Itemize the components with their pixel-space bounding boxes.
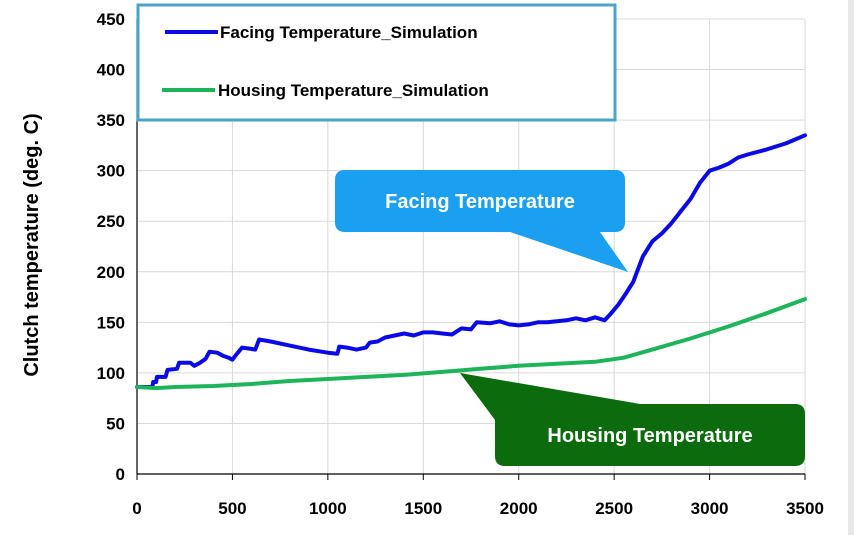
y-axis-title: Clutch temperature (deg. C) <box>21 113 43 376</box>
x-tick-label: 0 <box>132 499 141 518</box>
y-tick-label: 100 <box>97 364 125 383</box>
x-tick-label: 500 <box>218 499 246 518</box>
x-tick-label: 1000 <box>309 499 347 518</box>
y-tick-label: 400 <box>97 61 125 80</box>
facing-callout-label: Facing Temperature <box>385 191 575 213</box>
y-tick-label: 450 <box>97 10 125 29</box>
y-tick-label: 200 <box>97 263 125 282</box>
y-tick-label: 150 <box>97 313 125 332</box>
facing-callout: Facing Temperature <box>335 170 628 272</box>
y-tick-label: 250 <box>97 212 125 231</box>
housing-callout-shape <box>460 373 805 466</box>
legend: Facing Temperature_Simulation Housing Te… <box>136 3 617 122</box>
y-tick-labels: 0 50 100 150 200 250 300 350 400 450 <box>97 10 125 484</box>
series-line-0 <box>135 133 807 389</box>
x-tick-label: 2000 <box>500 499 538 518</box>
legend-label-facing: Facing Temperature_Simulation <box>220 23 478 42</box>
series-lines <box>135 133 807 391</box>
window-edge <box>848 0 854 535</box>
legend-label-housing: Housing Temperature_Simulation <box>218 81 489 100</box>
x-tick-labels: 0 500 1000 1500 2000 2500 3000 3500 <box>132 499 824 518</box>
x-tick-label: 3500 <box>786 499 824 518</box>
legend-box <box>136 3 617 122</box>
x-tick-label: 3000 <box>691 499 729 518</box>
y-tick-label: 0 <box>116 465 125 484</box>
x-tick-label: 2500 <box>595 499 633 518</box>
y-tick-label: 350 <box>97 111 125 130</box>
housing-callout-label: Housing Temperature <box>547 425 752 447</box>
y-tick-label: 300 <box>97 162 125 181</box>
series-line-1 <box>135 297 807 391</box>
housing-callout: Housing Temperature <box>460 373 805 466</box>
facing-callout-shape <box>335 170 628 272</box>
x-tick-label: 1500 <box>404 499 442 518</box>
y-tick-label: 50 <box>106 414 125 433</box>
